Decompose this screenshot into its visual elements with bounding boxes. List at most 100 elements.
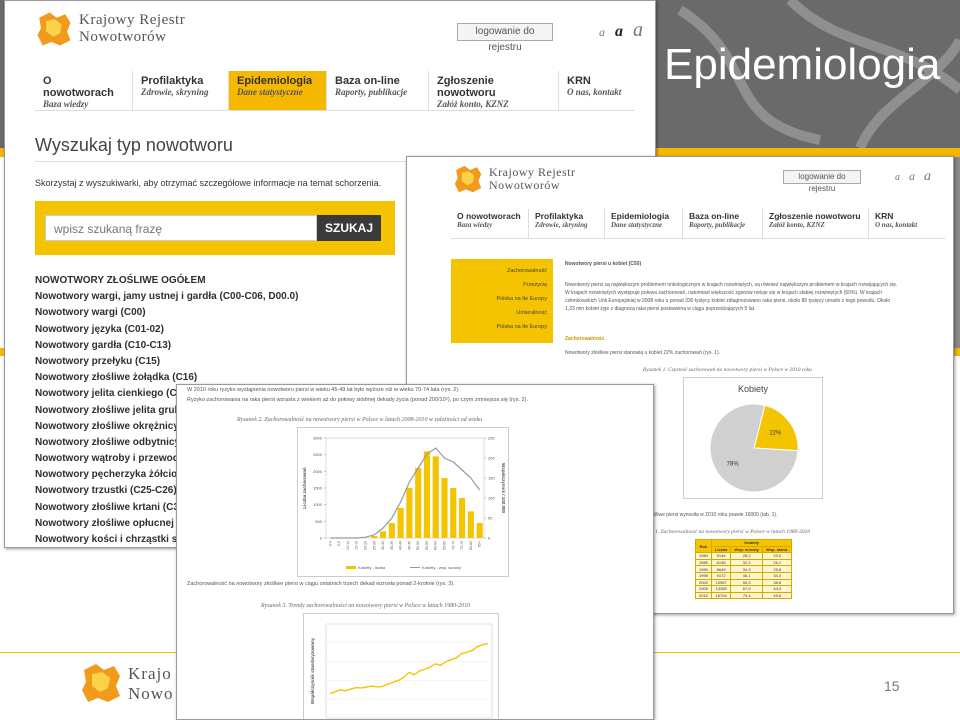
side-menu-item[interactable]: Polska na tle Europy — [496, 324, 547, 330]
bar — [406, 488, 413, 538]
nav-sublabel: Baza wiedzy — [43, 99, 89, 109]
x-tick-label: 5-9 — [337, 541, 341, 546]
nav-item-zgloszenie[interactable]: Zgłoszenie nowotworu Załóż konto, KZNZ — [763, 209, 869, 238]
cancer-list-item[interactable]: Nowotwory języka (C01-02) — [35, 323, 164, 335]
search-button[interactable]: SZUKAJ — [317, 215, 381, 241]
paragraph-line: członkowskich Unii Europejskiej w 2008 r… — [565, 298, 891, 304]
bar — [476, 523, 483, 538]
nav-sublabel: O nas, kontakt — [875, 221, 918, 229]
subheading: Zachorowalność — [565, 336, 605, 342]
x-tick-label: 30-34 — [381, 541, 385, 550]
table-cell: 26,8 — [762, 565, 793, 573]
side-menu-item[interactable]: Umieralność — [516, 310, 547, 316]
table-cell: 2000 — [695, 578, 712, 587]
cancer-list-item[interactable]: Nowotwory pęcherzyka żółciow — [35, 469, 186, 481]
site-logo[interactable]: Krajowy Rejestr Nowotworów — [451, 163, 575, 195]
cancer-list-item-all[interactable]: NOWOTWORY ZŁOŚLIWE OGÓŁEM — [35, 275, 206, 286]
nav-label: Zgłoszenie nowotworu — [769, 211, 861, 221]
font-size-small[interactable]: a — [599, 25, 605, 39]
footer-logo-line2: Nowo — [128, 684, 174, 703]
cancer-list-item[interactable]: Nowotwory przełyku (C15) — [35, 355, 161, 367]
krn-blot-logo-icon — [37, 12, 71, 46]
main-navigation: O nowotworach Baza wiedzy Profilaktyka Z… — [451, 209, 945, 239]
y2-tick-label: 50 — [488, 516, 493, 521]
y2-tick-label: 100 — [488, 496, 495, 501]
bar — [467, 511, 474, 538]
bar — [388, 523, 395, 538]
krn-blot-logo-icon — [82, 664, 120, 702]
search-input[interactable]: wpisz szukaną frazę — [45, 215, 317, 241]
table-cell: 26,1 — [762, 558, 793, 567]
nav-item-krn[interactable]: KRN O nas, kontakt — [869, 209, 945, 238]
nav-item-profilaktyka[interactable]: Profilaktyka Zdrowie, skryning — [529, 209, 605, 238]
main-navigation: O nowotworach Baza wiedzy Profilaktyka Z… — [35, 71, 635, 111]
site-logo[interactable]: Krajowy Rejestr Nowotworów — [33, 9, 185, 49]
table-cell: 5144 — [710, 552, 732, 560]
cancer-list-item[interactable]: Nowotwory wargi, jamy ustnej i gardła (C… — [35, 291, 299, 303]
legend-label: Kobiety - liczba — [358, 565, 386, 570]
table-header-cell: Liczba — [710, 545, 732, 554]
font-size-medium[interactable]: a — [909, 169, 915, 183]
nav-item-epidemiologia[interactable]: Epidemiologia Dane statystyczne — [229, 71, 327, 110]
nav-item-o-nowotworach[interactable]: O nowotworach Baza wiedzy — [451, 209, 529, 238]
nav-item-zgloszenie[interactable]: Zgłoszenie nowotworu Załóż konto, KZNZ — [429, 71, 559, 110]
footer-logo-line1: Krajo — [128, 664, 172, 683]
trend-chart: Współczynnik standaryzowany — [310, 623, 493, 719]
login-button[interactable]: logowanie do rejestru — [457, 23, 553, 53]
y-axis-label: Współczynnik standaryzowany — [310, 637, 315, 704]
x-tick-label: 55-59 — [425, 541, 429, 550]
cancer-list-item[interactable]: Nowotwory wątroby i przewodó — [35, 453, 186, 465]
table-cell: 6138 — [710, 558, 732, 567]
cancer-list-item[interactable]: Nowotwory złośliwe jelita grube — [35, 404, 187, 416]
cancer-list-item[interactable]: Nowotwory gardła (C10-C13) — [35, 339, 172, 351]
cancer-list-item[interactable]: Nowotwory złośliwe okrężnicy ( — [35, 420, 186, 432]
krn-blot-logo-icon — [454, 165, 482, 193]
cancer-list-item[interactable]: Nowotwory złośliwe krtani (C32 — [35, 501, 185, 513]
pie-chart-title: Kobiety — [737, 384, 769, 394]
nav-item-baza-online[interactable]: Baza on-line Raporty, publikacje — [327, 71, 429, 110]
table-cell: 2010 — [695, 591, 712, 600]
font-size-large[interactable]: a — [633, 19, 643, 41]
x-tick-label: 65-69 — [443, 541, 447, 550]
cancer-list-item[interactable]: Nowotwory jelita cienkiego (C17) — [35, 388, 192, 400]
table-cell: 1990 — [695, 565, 712, 573]
figure1-caption: Rysunek 1. Częstość zachorowań na nowotw… — [643, 367, 812, 373]
nav-sublabel: Załóż konto, KZNZ — [437, 99, 509, 109]
nav-item-epidemiologia[interactable]: Epidemiologia Dane statystyczne — [605, 209, 683, 238]
x-tick-label: 15-19 — [355, 541, 359, 550]
paragraph-line: 1,33 mln kobiet żyje z diagnozą raka pie… — [565, 306, 756, 312]
nav-label: Epidemiologia — [611, 211, 670, 221]
table-cell: 13285 — [710, 585, 732, 593]
font-size-large[interactable]: a — [924, 169, 931, 184]
nav-sublabel: Dane statystyczne — [611, 221, 663, 229]
bar — [397, 508, 404, 538]
nav-item-krn[interactable]: KRN O nas, kontakt — [559, 71, 635, 110]
font-size-medium[interactable]: a — [615, 23, 623, 40]
nav-item-o-nowotworach[interactable]: O nowotworach Baza wiedzy — [35, 71, 133, 110]
side-menu-item[interactable]: Polska na tle Europy — [496, 296, 547, 302]
side-menu-item[interactable]: Zachorowalność — [506, 268, 547, 274]
incidence-line: Nowotwory złośliwe piersi stanowią u kob… — [565, 350, 721, 356]
nav-label: Profilaktyka — [141, 75, 204, 87]
cancer-list-item[interactable]: Nowotwory złośliwe opłucnej i p — [35, 517, 189, 529]
table-header-group: Kobiety — [710, 539, 793, 547]
table-row: 2005 13285 67,9 44,3 — [695, 585, 793, 593]
nav-item-baza-online[interactable]: Baza on-line Raporty, publikacje — [683, 209, 763, 238]
font-size-small[interactable]: a — [895, 172, 900, 183]
table-cell: 49,6 — [762, 591, 793, 600]
y-tick-label: 1000 — [313, 502, 323, 507]
table-row: 1985 6138 32,2 26,1 — [695, 558, 793, 567]
table-cell: 44,3 — [762, 585, 793, 593]
table-cell: 28,2 — [730, 552, 764, 560]
side-menu-item[interactable]: Przeżycia — [523, 282, 547, 288]
cancer-list-item[interactable]: Nowotwory kości i chrząstki stav — [35, 534, 192, 545]
y2-tick-label: 200 — [488, 456, 495, 461]
incidence-table: Rok Kobiety Liczba Wsp. surowy Wsp. stand. 19… — [695, 538, 793, 600]
cancer-list-item[interactable]: Nowotwory złośliwe żołądka (C16) — [35, 372, 198, 384]
nav-item-profilaktyka[interactable]: Profilaktyka Zdrowie, skryning — [133, 71, 229, 110]
cancer-list-item[interactable]: Nowotwory złośliwe odbytnicy ( — [35, 436, 187, 448]
cancer-list-item[interactable]: Nowotwory wargi (C00) — [35, 307, 146, 319]
table-cell: 32,2 — [730, 558, 764, 567]
cancer-list-item[interactable]: Nowotwory trzustki (C25-C26) — [35, 485, 177, 497]
login-button[interactable]: logowanie do rejestru — [783, 170, 861, 193]
